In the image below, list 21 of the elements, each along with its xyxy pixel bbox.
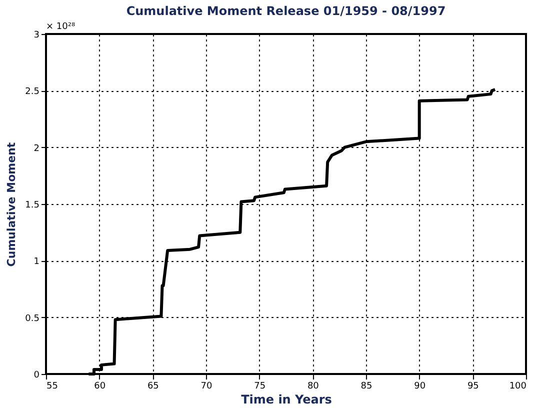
y-tick-label: 1.5 — [25, 200, 40, 210]
x-tick-label: 70 — [200, 382, 212, 392]
x-tick-label: 85 — [360, 382, 372, 392]
y-tick-label: 0 — [34, 370, 40, 380]
x-tick-label: 75 — [254, 382, 266, 392]
y-tick-label: 0.5 — [25, 314, 40, 324]
y-tick-label: 3 — [34, 30, 40, 40]
y-tick-label: 2 — [34, 144, 40, 154]
text: × 10²⁸ — [46, 22, 76, 32]
y-axis-title: Cumulative Moment — [5, 142, 18, 267]
x-tick-label: 95 — [467, 382, 479, 392]
x-tick-label: 55 — [46, 382, 58, 392]
x-axis-title: Time in Years — [241, 392, 332, 406]
y-tick-label: 2.5 — [25, 87, 40, 98]
x-tick-label: 80 — [307, 382, 320, 392]
y-tick-label: 1 — [34, 257, 40, 268]
x-tick-label: 65 — [147, 382, 159, 392]
x-tick-label: 60 — [94, 382, 106, 392]
x-tick-label: 100 — [509, 382, 527, 392]
chart-title: Cumulative Moment Release 01/1959 - 08/1997 — [126, 4, 446, 18]
x-tick-label: 90 — [414, 382, 426, 392]
